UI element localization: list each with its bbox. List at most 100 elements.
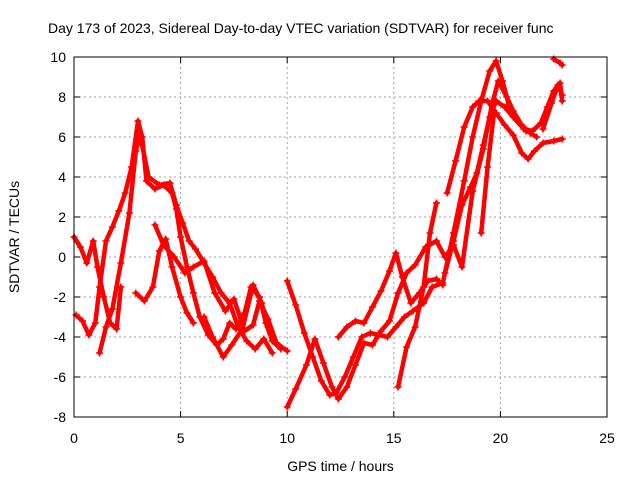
data-point [160,241,168,249]
y-tick-label: 0 [58,249,66,265]
data-point [102,237,110,245]
data-point [452,157,460,165]
x-tick-label: 15 [386,430,402,446]
data-point [181,269,189,277]
data-point [132,147,140,155]
data-point [273,339,281,347]
data-point [91,319,99,327]
data-point [328,383,336,391]
data-point [155,181,163,189]
data-point [460,177,468,185]
data-point [96,349,104,357]
data-point [108,223,116,231]
data-point [117,259,125,267]
data-point [458,263,466,271]
axis-ticks: 0 5 10 15 20 25 -8 -6 -4 -2 0 2 4 6 8 10 [50,49,615,446]
data-point [292,301,300,309]
data-point [292,385,300,393]
data-point [392,249,400,257]
data-point [283,403,291,411]
data-point [439,281,447,289]
data-point [140,297,148,305]
y-tick-label: -6 [54,369,67,385]
data-point [309,353,317,361]
series-trace-6 [201,282,271,360]
data-point [100,293,108,301]
data-point [96,283,104,291]
data-point [539,125,547,133]
data-point [360,319,368,327]
data-point [151,185,159,193]
series-trace-14 [540,82,565,132]
data-point [558,61,566,69]
data-point [473,169,481,177]
data-point [179,219,187,227]
data-point [432,237,440,245]
data-point [268,349,276,357]
data-point [539,139,547,147]
data-point [386,317,394,325]
data-point [166,179,174,187]
data-point [554,81,562,89]
grid [74,57,607,417]
data-point [192,245,200,253]
data-point [518,149,526,157]
data-point [383,333,391,341]
data-point [351,317,359,325]
data-point [343,323,351,331]
data-point [392,323,400,331]
data-point [121,189,129,197]
data-point [238,325,246,333]
x-axis-label: GPS time / hours [287,458,394,474]
data-point [403,269,411,277]
data-point [283,277,291,285]
x-tick-label: 5 [177,430,185,446]
data-point [243,337,251,345]
data-point [394,289,402,297]
data-point [189,289,197,297]
data-point [249,281,257,289]
data-point [132,289,140,297]
data-point [134,117,142,125]
data-point [377,287,385,295]
data-point [334,333,342,341]
data-point [136,131,144,139]
data-point [311,335,319,343]
data-point [209,333,217,341]
y-tick-label: 2 [58,209,66,225]
data-point [550,137,558,145]
data-point [170,253,178,261]
x-tick-label: 0 [70,430,78,446]
data-point [219,335,227,343]
data-point [189,319,197,327]
data-point [484,163,492,171]
data-point [234,323,242,331]
data-point [228,341,236,349]
data-point [211,289,219,297]
data-point [509,131,517,139]
data-point [441,269,449,277]
data-point [343,383,351,391]
data-series [70,55,566,411]
data-point [531,147,539,155]
data-point [115,207,123,215]
plot-frame [73,56,608,418]
y-tick-label: 8 [58,89,66,105]
data-point [151,221,159,229]
data-point [319,359,327,367]
data-point [432,199,440,207]
data-point [432,275,440,283]
data-point [366,329,374,337]
data-point [89,237,97,245]
data-point [428,283,436,291]
data-point [479,141,487,149]
data-point [528,127,536,135]
series-trace-7 [284,78,539,410]
data-point [258,299,266,307]
data-point [403,343,411,351]
data-point [300,329,308,337]
y-axis-label: SDTVAR / TECUs [6,181,22,293]
y-tick-label: 10 [50,49,66,65]
data-point [467,183,475,191]
